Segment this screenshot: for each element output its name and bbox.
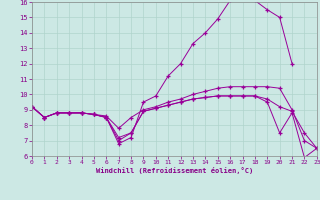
X-axis label: Windchill (Refroidissement éolien,°C): Windchill (Refroidissement éolien,°C) [96,167,253,174]
